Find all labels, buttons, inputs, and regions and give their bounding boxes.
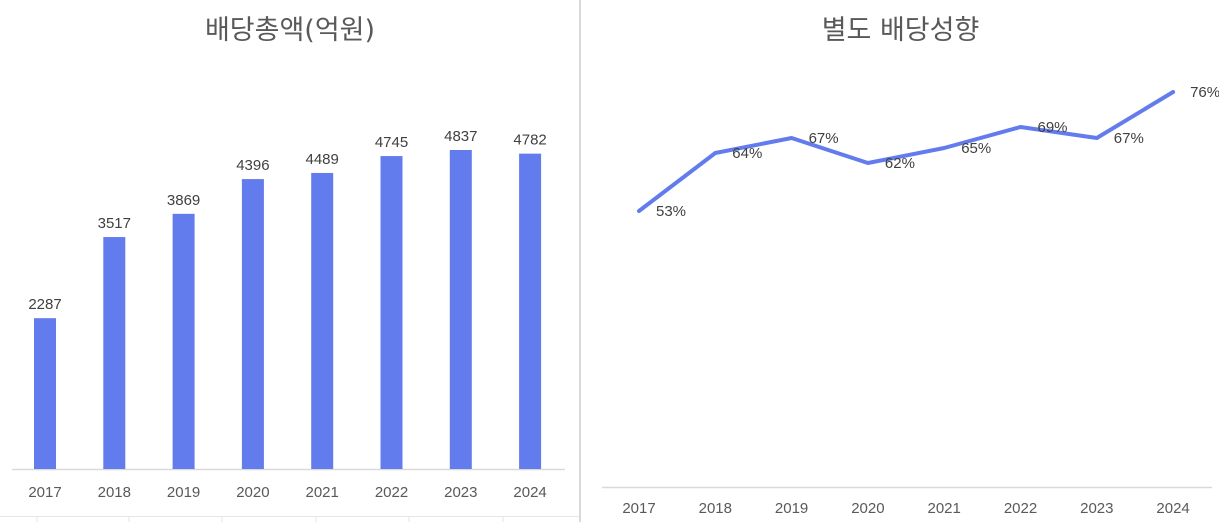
data-label: 4396 <box>236 157 269 174</box>
data-label: 4782 <box>513 132 546 149</box>
data-label: 4489 <box>306 151 339 168</box>
x-tick-label: 2017 <box>622 500 655 517</box>
x-tick-label: 2022 <box>375 484 408 501</box>
bar <box>380 156 403 470</box>
x-tick-label: 2018 <box>98 484 131 501</box>
data-label: 67% <box>809 130 839 147</box>
payout-ratio-chart: 별도 배당성향 53% 2017 64% 2018 67% 2019 62% 2020 65% 2… <box>582 0 1219 522</box>
x-tick-label: 2018 <box>699 500 732 517</box>
x-tick-label: 2024 <box>513 484 546 501</box>
data-label: 3517 <box>98 215 131 232</box>
data-label: 65% <box>961 140 991 157</box>
bar <box>519 153 542 469</box>
data-label: 64% <box>732 145 762 162</box>
x-tick-label: 2023 <box>444 484 477 501</box>
bar <box>34 318 56 469</box>
data-label: 62% <box>885 155 915 172</box>
bar <box>172 213 195 469</box>
data-label: 76% <box>1190 84 1219 101</box>
data-label: 53% <box>656 203 686 220</box>
data-label: 67% <box>1114 130 1144 147</box>
dividend-total-chart: 배당총액(억원) 2287 2017 3517 2018 3869 2019 4396 202… <box>0 0 580 522</box>
data-label: 3869 <box>167 192 200 209</box>
data-label: 69% <box>1038 119 1068 136</box>
bar <box>311 172 334 469</box>
x-tick-label: 2020 <box>236 484 269 501</box>
x-tick-label: 2023 <box>1080 500 1113 517</box>
chart-title: 배당총액(억원) <box>204 15 376 46</box>
x-tick-label: 2020 <box>851 500 884 517</box>
data-line <box>637 90 1176 213</box>
data-label: 2287 <box>28 296 61 313</box>
chart-divider <box>579 0 581 522</box>
bar <box>241 179 264 470</box>
data-label: 4745 <box>375 134 408 151</box>
bar <box>103 237 126 469</box>
chart-title: 별도 배당성향 <box>821 15 980 46</box>
x-tick-label: 2017 <box>28 484 61 501</box>
bar-chart-plot: 2287 2017 3517 2018 3869 2019 4396 2020 4489 2021… <box>0 128 580 522</box>
bar <box>449 150 472 469</box>
x-tick-label: 2019 <box>775 500 808 517</box>
line-chart-plot: 53% 2017 64% 2018 67% 2019 62% 2020 65% 2021 69% 20… <box>602 84 1219 517</box>
x-tick-label: 2024 <box>1156 500 1189 517</box>
x-tick-label: 2022 <box>1004 500 1037 517</box>
x-tick-label: 2021 <box>306 484 339 501</box>
x-tick-label: 2021 <box>928 500 961 517</box>
data-label: 4837 <box>444 128 477 145</box>
x-tick-label: 2019 <box>167 484 200 501</box>
